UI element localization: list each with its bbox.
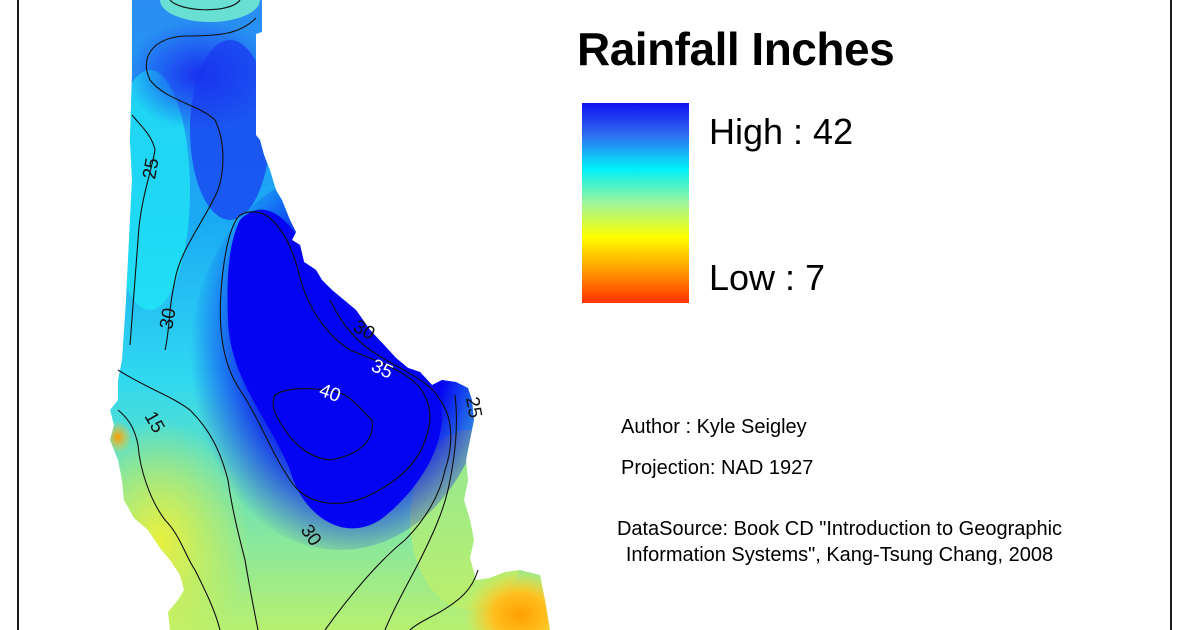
contour-lines	[117, 0, 479, 630]
projection-text: Projection: NAD 1927	[621, 457, 814, 479]
author-text: Author : Kyle Seigley	[621, 416, 807, 438]
legend-color-ramp	[582, 103, 689, 303]
contour-label-25-west: 25	[139, 156, 163, 180]
map-frame-left-border	[17, 0, 19, 630]
data-source-text: DataSource: Book CD "Introduction to Geo…	[616, 518, 1063, 566]
map-frame-right-border	[1170, 0, 1172, 630]
legend-low-label: Low : 7	[709, 257, 826, 298]
rainfall-map: 25 30 30 35 40 25 15 30	[110, 0, 550, 630]
legend-high-label: High : 42	[709, 111, 854, 152]
map-title: Rainfall Inches	[577, 23, 895, 75]
contour-label-30-west: 30	[156, 306, 180, 330]
contour-label-25-east: 25	[461, 395, 485, 419]
